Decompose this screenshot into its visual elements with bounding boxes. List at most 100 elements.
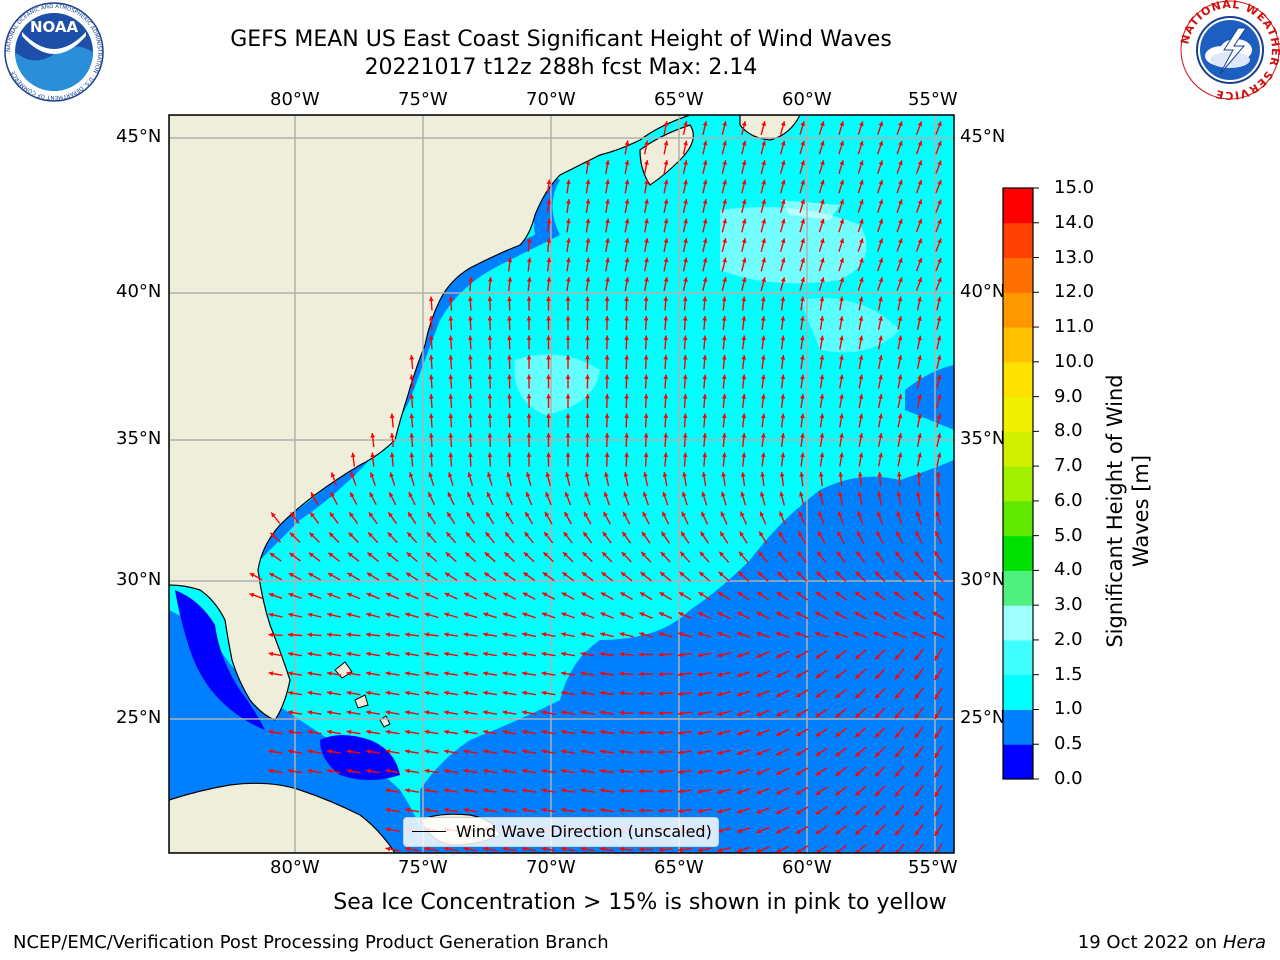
wave-direction-arrowhead: [468, 335, 473, 340]
wave-direction-arrowhead: [605, 160, 610, 165]
wave-direction-arrowhead: [780, 238, 786, 244]
wave-direction-arrowhead: [522, 612, 528, 617]
wave-direction-arrowhead: [566, 238, 571, 243]
wave-direction-arrowhead: [269, 573, 275, 578]
wave-direction-arrowhead: [662, 472, 668, 477]
wave-direction-arrowhead: [759, 531, 764, 537]
wave-direction-arrowhead: [507, 452, 512, 457]
wave-direction-arrowhead: [268, 749, 274, 754]
wave-direction-arrowhead: [658, 769, 663, 774]
wave-direction-arrowhead: [663, 277, 669, 282]
wave-direction-arrowhead: [736, 828, 742, 834]
wave-direction-arrowhead: [424, 690, 430, 696]
wave-direction-arrowhead: [720, 531, 725, 537]
noaa-logo: NOAA NATIONAL OCEANIC AND ATMOSPHERIC AD…: [4, 2, 104, 102]
wave-direction-arrowhead: [663, 335, 669, 340]
wave-direction-arrowhead: [503, 572, 509, 577]
wave-direction-arrowhead: [585, 394, 590, 399]
wave-direction-arrowhead: [780, 257, 786, 263]
wave-direction-arrowhead: [839, 257, 845, 263]
wave-direction-arrowhead: [775, 631, 781, 637]
wave-direction-arrowhead: [658, 691, 663, 696]
high-wave-zone: [720, 207, 867, 284]
wave-direction-arrowhead: [565, 316, 571, 321]
wave-direction-arrowhead: [600, 651, 605, 657]
wave-direction-arrowhead: [776, 673, 782, 678]
colorbar-tick-label: 7.0: [1054, 455, 1083, 477]
wave-direction-arrowhead: [405, 768, 410, 774]
wave-direction-arrowhead: [878, 316, 883, 321]
wave-direction-arrowhead: [721, 316, 727, 321]
wave-direction-arrowhead: [839, 238, 845, 244]
wave-direction-arrowhead: [426, 532, 432, 538]
wave-direction-arrowhead: [917, 433, 922, 438]
wave-direction-arrowhead: [898, 218, 903, 224]
wave-direction-arrowhead: [898, 277, 903, 283]
wave-direction-arrowhead: [409, 433, 415, 438]
wave-direction-arrowhead: [741, 316, 747, 321]
colorbar-segment: [1003, 639, 1033, 676]
lon-tick-top: 70°W: [526, 89, 576, 110]
wave-direction-arrowhead: [502, 671, 508, 676]
wave-direction-arrowhead: [600, 807, 605, 813]
wave-direction-arrowhead: [542, 572, 548, 577]
wave-direction-arrowhead: [507, 433, 512, 438]
wave-direction-arrowhead: [898, 199, 903, 205]
wave-direction-arrowhead: [800, 374, 805, 380]
wave-direction-arrowhead: [878, 121, 884, 127]
wave-direction-arrowhead: [702, 394, 708, 399]
wave-direction-arrowhead: [581, 612, 586, 617]
wave-direction-arrowhead: [760, 374, 766, 380]
coastal-wave-zone: [290, 175, 560, 520]
wave-direction-arrowhead: [855, 732, 861, 738]
wave-direction-arrowhead: [780, 277, 786, 283]
wave-direction-arrowhead: [543, 552, 549, 557]
wave-direction-arrowhead: [600, 768, 605, 774]
map-frame: [168, 114, 955, 854]
wave-direction-arrowhead: [936, 296, 942, 302]
wave-direction-arrowhead: [682, 374, 688, 380]
wave-direction-arrowhead: [346, 612, 352, 618]
wave-direction-arrowhead: [796, 770, 801, 775]
wave-direction-arrowhead: [701, 472, 707, 477]
wave-direction-arrowhead: [468, 296, 473, 301]
wave-direction-arrowhead: [658, 671, 663, 677]
wave-direction-arrowhead: [663, 160, 669, 165]
colorbar-tick-label: 1.0: [1054, 698, 1083, 720]
colorbar-frame: [1002, 187, 1034, 780]
wave-direction-arrowhead: [856, 551, 861, 557]
wave-direction-arrowhead: [644, 179, 649, 185]
wave-direction-arrowhead: [288, 573, 294, 578]
wave-direction-arrowhead: [407, 532, 412, 538]
wave-direction-arrowhead: [389, 433, 395, 438]
wave-direction-arrowhead: [624, 140, 630, 146]
wave-direction-arrowhead: [682, 296, 688, 302]
wave-direction-arrowhead: [624, 433, 629, 438]
wave-direction-arrowhead: [424, 846, 430, 852]
colorbar-segment: [1003, 466, 1033, 502]
wave-direction-arrowhead: [738, 571, 744, 577]
wave-direction-arrowhead: [428, 355, 434, 360]
wave-direction-arrowhead: [859, 121, 864, 127]
wave-direction-arrowhead: [760, 413, 766, 419]
wave-direction-arrowhead: [741, 238, 747, 244]
wave-direction-arrowhead: [624, 394, 629, 399]
wave-direction-arrowhead: [619, 729, 625, 735]
wave-direction-arrowhead: [819, 452, 825, 458]
wave-direction-arrowhead: [761, 218, 766, 224]
wave-direction-arrowhead: [917, 316, 922, 321]
wave-direction-arrowhead: [663, 257, 669, 263]
wave-direction-arrowhead: [327, 573, 333, 578]
wave-direction-arrowhead: [741, 160, 747, 166]
wave-direction-arrowhead: [858, 452, 864, 458]
wave-direction-arrowhead: [698, 592, 704, 597]
wave-direction-arrowhead: [815, 732, 821, 737]
wave-direction-arrowhead: [585, 257, 591, 263]
wave-direction-arrowhead: [757, 592, 763, 597]
wave-direction-arrowhead: [756, 653, 762, 658]
wave-direction-arrowhead: [878, 257, 884, 263]
colorbar-tick-label: 9.0: [1054, 385, 1083, 407]
wave-direction-arrowhead: [541, 651, 547, 657]
wave-direction-arrowhead: [839, 296, 844, 302]
lon-tick-top: 80°W: [270, 89, 320, 110]
